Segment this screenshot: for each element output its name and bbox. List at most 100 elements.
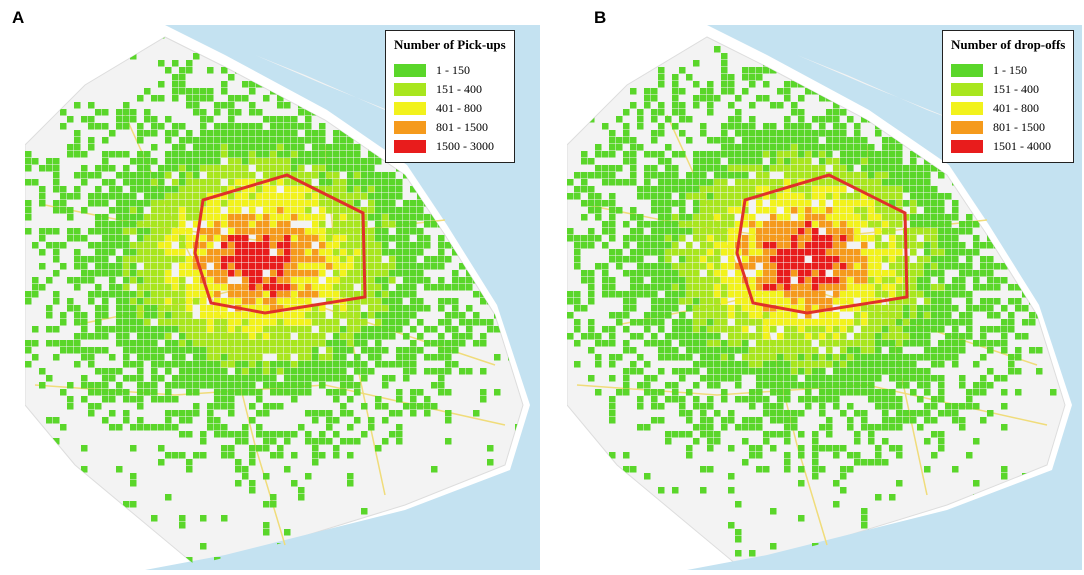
grid-cell [644,165,651,172]
grid-cell [340,249,347,256]
grid-cell [396,270,403,277]
grid-cell [658,305,665,312]
grid-cell [277,228,284,235]
grid-cell [805,235,812,242]
grid-cell [987,263,994,270]
grid-cell [221,200,228,207]
grid-cell [249,151,256,158]
grid-cell [1001,263,1008,270]
grid-cell [151,382,158,389]
grid-cell [847,354,854,361]
grid-cell [88,200,95,207]
legend-swatch [951,64,983,77]
grid-cell [952,284,959,291]
grid-cell [81,445,88,452]
grid-cell [221,88,228,95]
grid-cell [833,382,840,389]
grid-cell [284,263,291,270]
grid-cell [151,515,158,522]
grid-cell [714,95,721,102]
grid-cell [952,179,959,186]
grid-cell [333,431,340,438]
grid-cell [819,319,826,326]
grid-cell [396,347,403,354]
grid-cell [826,249,833,256]
grid-cell [854,130,861,137]
grid-cell [270,284,277,291]
legend-item: 1 - 150 [394,61,506,80]
grid-cell [637,109,644,116]
grid-cell [277,242,284,249]
grid-cell [305,228,312,235]
grid-cell [875,375,882,382]
grid-cell [819,277,826,284]
grid-cell [270,361,277,368]
grid-cell [312,270,319,277]
grid-cell [798,326,805,333]
grid-cell [235,214,242,221]
grid-cell [882,242,889,249]
grid-cell [686,25,693,32]
grid-cell [777,382,784,389]
grid-cell [826,256,833,263]
grid-cell [193,382,200,389]
grid-cell [291,480,298,487]
grid-cell [270,403,277,410]
grid-cell [770,270,777,277]
grid-cell [389,361,396,368]
grid-cell [438,389,445,396]
grid-cell [588,193,595,200]
grid-cell [291,270,298,277]
grid-cell [137,221,144,228]
grid-cell [200,144,207,151]
grid-cell [721,221,728,228]
grid-cell [903,382,910,389]
grid-cell [102,389,109,396]
grid-cell [270,501,277,508]
grid-cell [158,326,165,333]
grid-cell [630,368,637,375]
grid-cell [179,431,186,438]
grid-cell [630,158,637,165]
grid-cell [686,270,693,277]
grid-cell [861,235,868,242]
grid-cell [116,172,123,179]
grid-cell [567,193,574,200]
grid-cell [424,326,431,333]
grid-cell [396,424,403,431]
grid-cell [116,312,123,319]
grid-cell [868,235,875,242]
grid-cell [644,179,651,186]
grid-cell [791,319,798,326]
grid-cell [165,263,172,270]
grid-cell [588,116,595,123]
grid-cell [165,305,172,312]
grid-cell [214,130,221,137]
grid-cell [389,207,396,214]
grid-cell [875,214,882,221]
grid-cell [123,200,130,207]
grid-cell [931,235,938,242]
grid-cell [735,305,742,312]
grid-cell [326,354,333,361]
grid-cell [868,312,875,319]
grid-cell [749,424,756,431]
grid-cell [340,410,347,417]
grid-cell [123,172,130,179]
grid-cell [707,193,714,200]
grid-cell [651,263,658,270]
grid-cell [179,291,186,298]
grid-cell [221,256,228,263]
grid-cell [214,270,221,277]
grid-cell [840,277,847,284]
grid-cell [207,417,214,424]
grid-cell [53,270,60,277]
grid-cell [375,228,382,235]
grid-cell [854,193,861,200]
grid-cell [903,179,910,186]
grid-cell [959,228,966,235]
grid-cell [882,256,889,263]
grid-cell [1008,312,1015,319]
grid-cell [95,347,102,354]
grid-cell [980,298,987,305]
